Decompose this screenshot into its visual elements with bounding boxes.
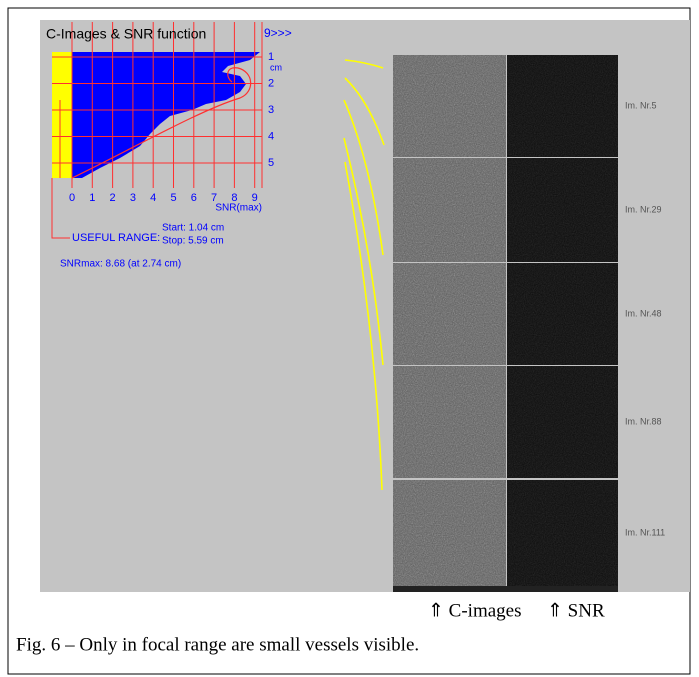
y-tick-label: 1 xyxy=(268,51,274,63)
x-tick-label: 5 xyxy=(170,192,176,204)
image-label: Im. Nr.48 xyxy=(625,308,662,318)
x-axis-label: SNR(max) xyxy=(215,203,262,214)
x-tick-label: 7 xyxy=(211,192,217,204)
snr-image-texture xyxy=(507,158,618,262)
y-unit: cm xyxy=(270,62,282,72)
snr-max: SNRmax: 8.68 (at 2.74 cm) xyxy=(60,259,181,270)
yellow-bar xyxy=(52,52,72,178)
y-tick-label: 5 xyxy=(268,157,274,169)
panel-title: C-Images & SNR function xyxy=(46,26,206,42)
column-label: ⇑ C-images xyxy=(428,600,522,621)
useful-range-label: USEFUL RANGE: xyxy=(72,232,160,244)
snr-image-texture xyxy=(507,263,618,365)
range-stop: Stop: 5.59 cm xyxy=(162,236,224,247)
range-start: Start: 1.04 cm xyxy=(162,223,224,234)
top-marker[interactable]: 9>>> xyxy=(264,26,292,40)
c-image-texture xyxy=(393,480,506,586)
y-tick-label: 2 xyxy=(268,77,274,89)
caption: Fig. 6 – Only in focal range are small v… xyxy=(16,634,419,655)
image-strip-base xyxy=(393,586,618,592)
x-tick-label: 4 xyxy=(150,192,156,204)
y-tick-label: 3 xyxy=(268,104,274,116)
image-label: Im. Nr.88 xyxy=(625,416,662,426)
snr-image-texture xyxy=(507,480,618,586)
column-label: ⇑ SNR xyxy=(547,600,605,621)
x-tick-label: 9 xyxy=(252,192,258,204)
image-label: Im. Nr.29 xyxy=(625,204,662,214)
x-tick-label: 6 xyxy=(191,192,197,204)
c-image-texture xyxy=(393,158,506,262)
snr-image-texture xyxy=(507,366,618,478)
x-tick-label: 8 xyxy=(231,192,237,204)
snr-image-texture xyxy=(507,55,618,157)
figure: C-Images & SNR function 9>>> cm SNR(max)… xyxy=(0,0,699,677)
x-tick-label: 3 xyxy=(130,192,136,204)
x-tick-label: 1 xyxy=(89,192,95,204)
c-image-texture xyxy=(393,263,506,365)
image-label: Im. Nr.5 xyxy=(625,100,657,110)
c-image-texture xyxy=(393,366,506,478)
y-tick-label: 4 xyxy=(268,130,274,142)
x-tick-label: 0 xyxy=(69,192,75,204)
x-tick-label: 2 xyxy=(110,192,116,204)
c-image-texture xyxy=(393,55,506,157)
image-label: Im. Nr.111 xyxy=(625,527,665,537)
